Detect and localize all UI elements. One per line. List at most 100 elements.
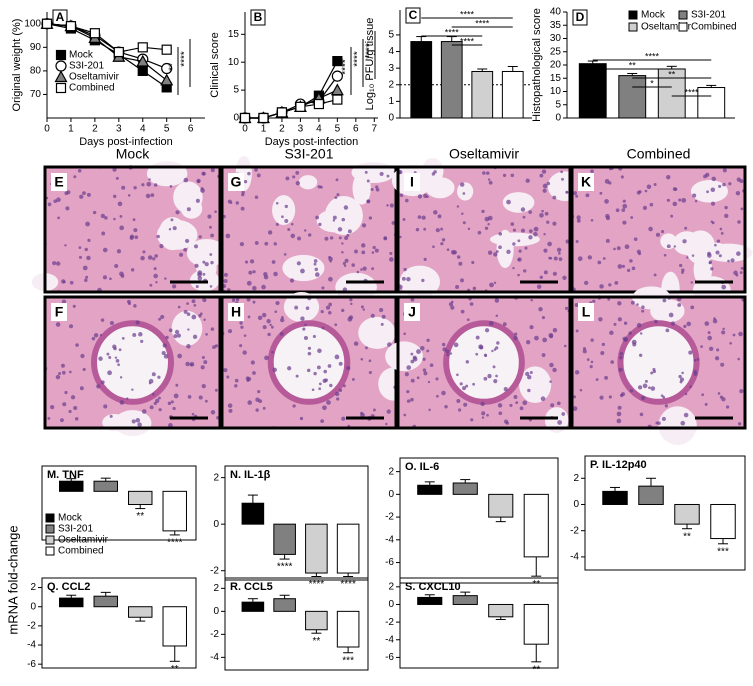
- legend-swatch: [45, 546, 55, 556]
- nucleus: [684, 226, 688, 230]
- nucleus: [460, 278, 464, 283]
- marker: [239, 112, 251, 124]
- nucleus: [168, 228, 172, 231]
- histology-image: H: [220, 292, 409, 430]
- nucleus: [132, 218, 136, 222]
- nucleus: [385, 422, 388, 426]
- nucleus: [73, 405, 78, 411]
- nucleus: [283, 253, 287, 256]
- nucleus: [644, 379, 648, 383]
- alveolar-space: [709, 242, 726, 259]
- nucleus: [692, 193, 697, 198]
- nucleus: [326, 400, 331, 405]
- nucleus: [140, 255, 145, 261]
- nucleus: [605, 238, 610, 243]
- nucleus: [458, 408, 462, 412]
- nucleus: [187, 328, 190, 331]
- y-tick-label: 35: [550, 20, 562, 31]
- nucleus: [210, 410, 216, 415]
- nucleus: [604, 199, 609, 204]
- x-tick-label: 2: [279, 124, 285, 135]
- nucleus: [401, 276, 406, 281]
- nucleus: [131, 388, 134, 391]
- nucleus: [664, 404, 668, 408]
- nucleus: [307, 351, 312, 356]
- nucleus: [79, 194, 84, 199]
- nucleus: [82, 367, 86, 372]
- nucleus: [598, 317, 603, 322]
- nucleus: [86, 255, 91, 261]
- nucleus: [296, 261, 301, 266]
- nucleus: [127, 194, 131, 197]
- nucleus: [670, 321, 676, 326]
- nucleus: [323, 369, 328, 374]
- chart-title: M. TNF: [47, 469, 84, 481]
- nucleus: [679, 263, 683, 268]
- nucleus: [121, 185, 126, 190]
- nucleus: [528, 229, 533, 234]
- nucleus: [510, 173, 515, 178]
- significance-label: **: [312, 636, 320, 647]
- nucleus: [575, 194, 579, 198]
- nucleus: [513, 395, 518, 399]
- nucleus: [256, 173, 261, 178]
- panel-letter: I: [410, 174, 414, 190]
- nucleus: [257, 315, 263, 321]
- alveolar-space: [673, 231, 701, 256]
- histology-image: K: [570, 165, 753, 308]
- nucleus: [153, 273, 158, 279]
- nucleus: [546, 181, 551, 186]
- y-tick-label: -2: [210, 629, 219, 640]
- nucleus: [295, 374, 299, 378]
- nucleus: [313, 259, 318, 263]
- nucleus: [132, 332, 137, 337]
- nucleus: [525, 340, 531, 345]
- nucleus: [264, 241, 269, 246]
- nucleus: [410, 397, 414, 402]
- nucleus: [162, 343, 167, 348]
- nucleus: [605, 216, 611, 221]
- nucleus: [724, 205, 728, 210]
- nucleus: [609, 330, 614, 336]
- marker: [161, 62, 173, 75]
- nucleus: [86, 192, 91, 197]
- nucleus: [573, 191, 578, 196]
- nucleus: [496, 341, 500, 345]
- nucleus: [223, 368, 228, 373]
- nucleus: [543, 233, 546, 236]
- nucleus: [515, 401, 519, 405]
- nucleus: [368, 216, 373, 220]
- nucleus: [711, 176, 717, 182]
- nucleus: [300, 316, 305, 321]
- nucleus: [247, 400, 253, 405]
- nucleus: [561, 412, 566, 416]
- nucleus: [130, 268, 135, 272]
- y-tick-label: 0: [213, 606, 219, 617]
- nucleus: [146, 181, 152, 187]
- nucleus: [147, 255, 153, 260]
- nucleus: [655, 232, 661, 237]
- bar: [488, 493, 514, 518]
- nucleus: [239, 344, 243, 348]
- nucleus: [441, 238, 446, 242]
- nucleus: [512, 266, 515, 270]
- nucleus: [117, 363, 120, 367]
- nucleus: [370, 187, 374, 192]
- nucleus: [299, 416, 304, 421]
- nucleus: [518, 249, 522, 253]
- bar: [638, 485, 664, 505]
- nucleus: [460, 309, 465, 314]
- nucleus: [694, 199, 698, 203]
- marker: [276, 107, 288, 118]
- nucleus: [627, 268, 631, 273]
- nucleus: [636, 249, 641, 254]
- nucleus: [561, 177, 564, 181]
- nucleus: [637, 385, 643, 390]
- nucleus: [519, 406, 524, 411]
- nucleus: [693, 372, 698, 376]
- nucleus: [563, 344, 567, 348]
- nucleus: [406, 389, 410, 394]
- bar: [452, 595, 478, 605]
- y-tick-label: 2: [30, 582, 36, 593]
- x-tick-label: 6: [353, 124, 359, 135]
